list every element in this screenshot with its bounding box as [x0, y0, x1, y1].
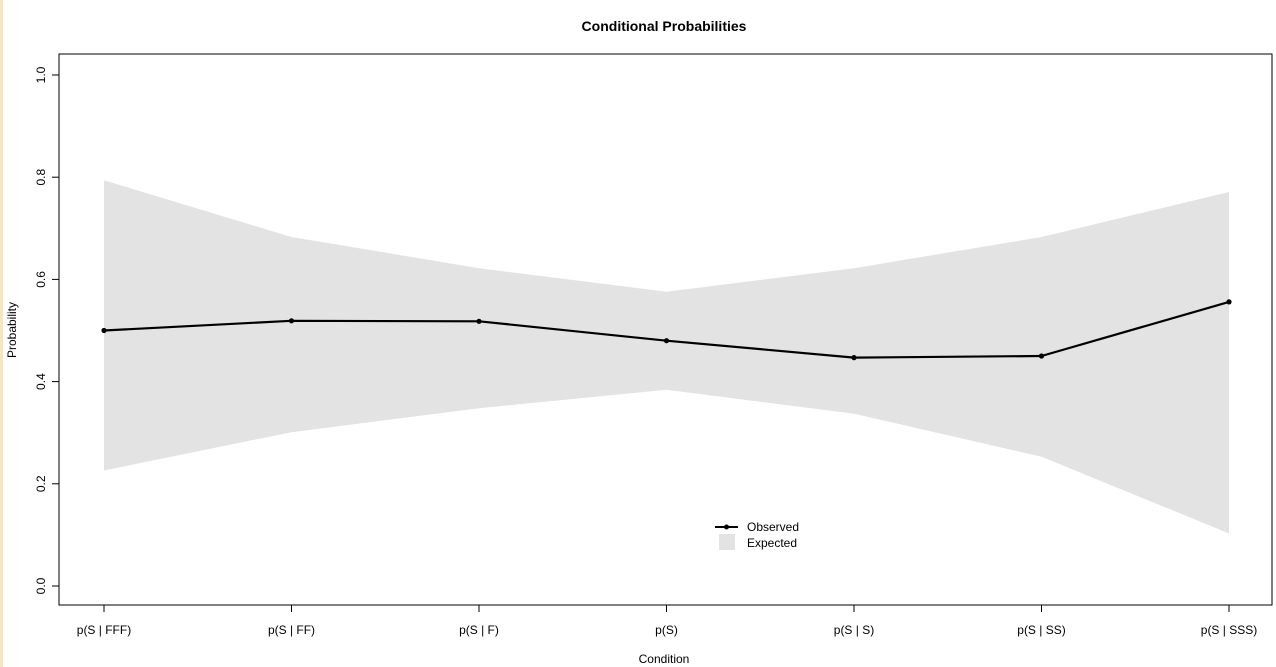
observed-point — [663, 338, 670, 344]
legend-expected-swatch — [719, 534, 735, 550]
observed-point — [476, 318, 482, 324]
legend-observed-point-swatch — [724, 524, 729, 530]
observed-point — [101, 327, 107, 334]
observed-point — [1038, 353, 1045, 359]
x-tick-label: p(S | F) — [459, 623, 499, 637]
expected-band — [104, 180, 1229, 534]
legend: Observed Expected — [715, 520, 799, 550]
chart: Conditional Probabilities p(S | FFF) p(S … — [5, 18, 1273, 666]
observed-point — [851, 355, 857, 361]
x-tick-label: p(S | S) — [834, 623, 874, 637]
y-axis-label: Probability — [5, 302, 19, 358]
x-tick-label: p(S | FFF) — [77, 623, 131, 637]
x-axis: p(S | FFF) p(S | FF) p(S | F) p(S) p(S | S) p… — [77, 604, 1257, 637]
observed-point — [288, 318, 295, 324]
x-axis-label: Condition — [639, 652, 690, 666]
y-tick-label: 0.0 — [34, 577, 48, 594]
x-tick-label: p(S | FF) — [268, 623, 315, 637]
observed-point — [1226, 299, 1232, 305]
legend-expected-label: Expected — [747, 536, 797, 550]
y-tick-label: 0.4 — [34, 373, 48, 390]
y-axis: 0.0 0.2 0.4 0.6 0.8 1.0 — [34, 66, 60, 594]
x-tick-label: p(S) — [655, 623, 678, 637]
observed-line-layer — [101, 299, 1232, 361]
x-tick-label: p(S | SS) — [1017, 623, 1065, 637]
expected-band-layer — [104, 180, 1229, 534]
y-tick-label: 0.6 — [34, 271, 48, 288]
x-tick-label: p(S | SSS) — [1201, 623, 1257, 637]
legend-observed-label: Observed — [747, 520, 799, 534]
y-tick-label: 0.8 — [34, 169, 48, 186]
y-tick-label: 1.0 — [34, 66, 48, 83]
y-tick-label: 0.2 — [34, 475, 48, 492]
chart-title: Conditional Probabilities — [582, 18, 747, 34]
